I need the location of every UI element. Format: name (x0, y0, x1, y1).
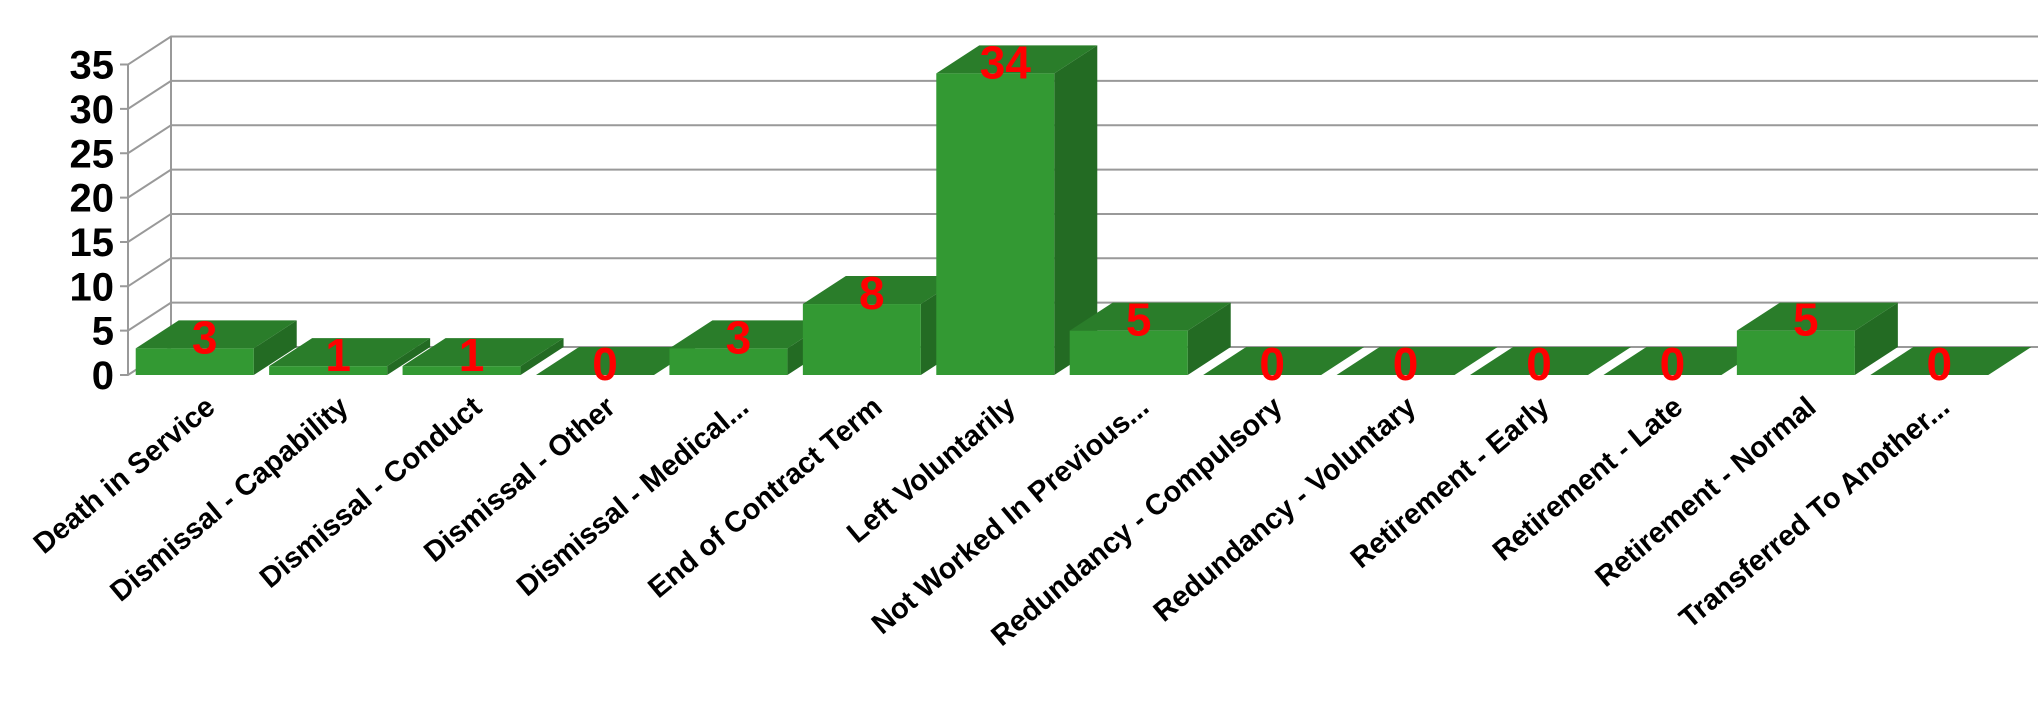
data-label: 0 (1660, 338, 1686, 390)
bar-top (402, 338, 564, 367)
bar (1603, 347, 1765, 375)
y-tick-label: 20 (70, 177, 115, 221)
category-label: Dismissal - Medical... (511, 391, 755, 603)
bar-top (936, 45, 1098, 74)
bar (1870, 347, 2032, 375)
bar (936, 45, 1098, 376)
bar (1336, 347, 1498, 375)
data-labels: 3 1 1 0 3 8 34 5 0 0 0 0 5 0 (192, 36, 1952, 390)
bar-top (536, 347, 697, 375)
bar-top (1870, 347, 2032, 375)
bar-top (135, 320, 297, 349)
data-label: 3 (726, 311, 752, 363)
bar-top (802, 276, 964, 305)
y-tick-label: 0 (92, 354, 114, 398)
bar-side (1054, 45, 1098, 376)
bar (135, 320, 297, 375)
gridline (120, 35, 2038, 66)
bar-top (1336, 347, 1498, 375)
gridline (120, 257, 2038, 288)
gridline (120, 212, 2038, 243)
gridline (120, 301, 2038, 332)
y-axis-wall (127, 36, 172, 375)
gridline (120, 168, 2038, 199)
bar (1203, 347, 1365, 375)
y-tick-label: 25 (70, 132, 115, 176)
data-label: 0 (592, 338, 618, 390)
category-label: Transferred To Another... (1674, 391, 1956, 635)
bar-side (253, 320, 297, 375)
y-tick-label: 10 (70, 265, 115, 309)
data-label: 1 (325, 329, 351, 381)
bar-front (802, 304, 921, 375)
bar-side (387, 338, 431, 375)
bar-top (1470, 347, 1631, 375)
data-label: 1 (459, 329, 485, 381)
gridlines (120, 35, 2038, 376)
data-label: 0 (1526, 338, 1552, 390)
bar-side (1187, 302, 1231, 375)
category-label: Redundancy - Voluntary (1148, 391, 1422, 629)
bar-top (1069, 302, 1231, 331)
gridline (120, 124, 2038, 155)
bar-top (269, 338, 431, 367)
bar-top (1203, 347, 1365, 375)
data-label: 8 (859, 267, 885, 319)
data-label: 0 (1259, 338, 1285, 390)
bar-front (269, 366, 388, 375)
bar-side (1854, 302, 1898, 375)
data-label: 34 (980, 36, 1032, 88)
bar-front (402, 366, 521, 375)
y-tick-label: 35 (70, 44, 115, 88)
bar-top (1736, 302, 1898, 331)
data-label: 0 (1393, 338, 1419, 390)
y-tick-label: 30 (70, 88, 115, 132)
category-label: Not Worked In Previous... (866, 391, 1155, 641)
data-label: 5 (1793, 294, 1819, 346)
bar-side (520, 338, 564, 375)
bar-front (1069, 330, 1188, 375)
bar-top (1603, 347, 1765, 375)
category-label: End of Contract Term (642, 391, 888, 605)
data-label: 0 (1926, 338, 1952, 390)
bar (1069, 302, 1231, 375)
bar (669, 320, 831, 375)
bar (536, 347, 697, 375)
gridline (120, 79, 2038, 110)
data-label: 3 (192, 311, 218, 363)
y-tick-label: 15 (70, 221, 115, 265)
bar-front (135, 348, 254, 375)
category-label: Dismissal - Conduct (254, 391, 488, 595)
bar (1736, 302, 1898, 375)
bars (135, 45, 2032, 376)
category-label: Dismissal - Capability (104, 391, 354, 608)
y-tick-label: 5 (92, 310, 114, 354)
category-label: Retirement - Normal (1589, 391, 1822, 594)
bar (1470, 347, 1631, 375)
data-label: 5 (1126, 294, 1152, 346)
bar-top (669, 320, 831, 349)
bar (402, 338, 564, 375)
bar-front (1736, 330, 1855, 375)
bar-front (936, 73, 1055, 376)
bar-front (669, 348, 788, 375)
bar (269, 338, 431, 375)
